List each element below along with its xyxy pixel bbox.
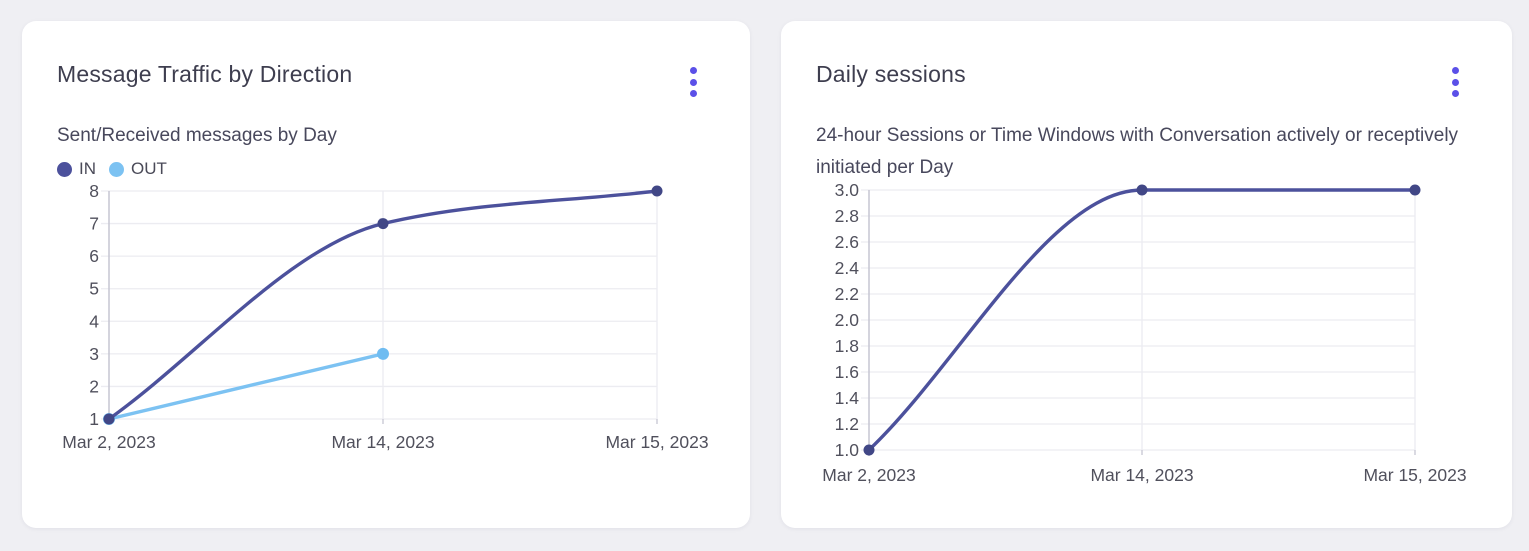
daily-sessions-chart: 1.0 1.2 1.4 1.6 1.8 2.0 2.2 2.4 2.6 2.8 3.0 Mar 2, … [822,180,1466,485]
chart-legend: IN OUT [57,158,167,180]
kebab-menu-icon[interactable] [682,65,704,99]
data-point-in [103,413,115,425]
y-tick-label: 2.6 [835,232,859,252]
y-tick-label: 2.8 [835,206,859,226]
legend-dot-icon [109,161,124,177]
x-tick-label: Mar 2, 2023 [62,432,155,452]
y-tick-label: 1.6 [835,362,859,382]
y-tick-label: 5 [89,279,99,299]
x-tick-label: Mar 15, 2023 [1363,465,1466,485]
y-tick-label: 1.2 [835,414,859,434]
data-point-daily-sessions [1136,184,1148,196]
data-point-daily-sessions [1409,184,1421,196]
card-subtitle: Sent/Received messages by Day [57,125,337,146]
card-daily-sessions: Daily sessions 24-hour Sessions or Time … [781,21,1512,528]
y-tick-label: 2 [89,376,99,396]
data-point-daily-sessions [863,444,875,456]
kebab-dot [1451,78,1459,86]
data-point-in [651,185,663,197]
card-message-traffic: Message Traffic by Direction Sent/Receiv… [22,21,750,528]
y-tick-label: 8 [89,181,99,201]
kebab-dot [689,67,697,74]
card-subtitle: 24-hour Sessions or Time Windows with Co… [816,125,1459,178]
x-tick-label: Mar 14, 2023 [331,432,434,452]
legend-dot-icon [57,161,72,177]
x-tick-label: Mar 15, 2023 [605,432,708,452]
legend-label: OUT [131,159,167,178]
y-tick-label: 3 [89,344,99,364]
y-tick-label: 1 [89,409,99,429]
kebab-menu-icon[interactable] [1444,65,1466,99]
kebab-dot [689,78,697,86]
legend-label: IN [79,159,96,178]
x-tick-label: Mar 2, 2023 [822,465,915,485]
y-tick-label: 7 [89,214,99,234]
y-tick-label: 4 [89,311,99,331]
series-line-daily-sessions [867,188,1417,452]
y-tick-label: 2.2 [835,284,859,304]
y-tick-label: 3.0 [835,180,860,200]
legend-item-out[interactable]: OUT [109,159,167,179]
message-traffic-chart: 1 2 3 4 5 6 7 8 Mar 2, 2023 Mar 14, 2023 Mar 15, 2… [62,181,708,452]
kebab-dot [689,90,697,97]
data-point-in [377,218,389,230]
legend-item-in[interactable]: IN [57,159,96,179]
card-title: Message Traffic by Direction [57,61,353,87]
y-tick-label: 2.4 [835,258,860,278]
y-tick-label: 6 [89,246,99,266]
kebab-dot [1451,67,1459,74]
data-point-out [377,347,389,360]
series-line-out [107,352,385,421]
card-title: Daily sessions [816,61,966,87]
y-tick-label: 1.8 [835,336,859,356]
y-tick-label: 2.0 [835,310,860,330]
kebab-dot [1451,90,1459,97]
x-tick-label: Mar 14, 2023 [1090,465,1193,485]
y-tick-label: 1.4 [835,388,860,408]
y-tick-label: 1.0 [835,440,860,460]
